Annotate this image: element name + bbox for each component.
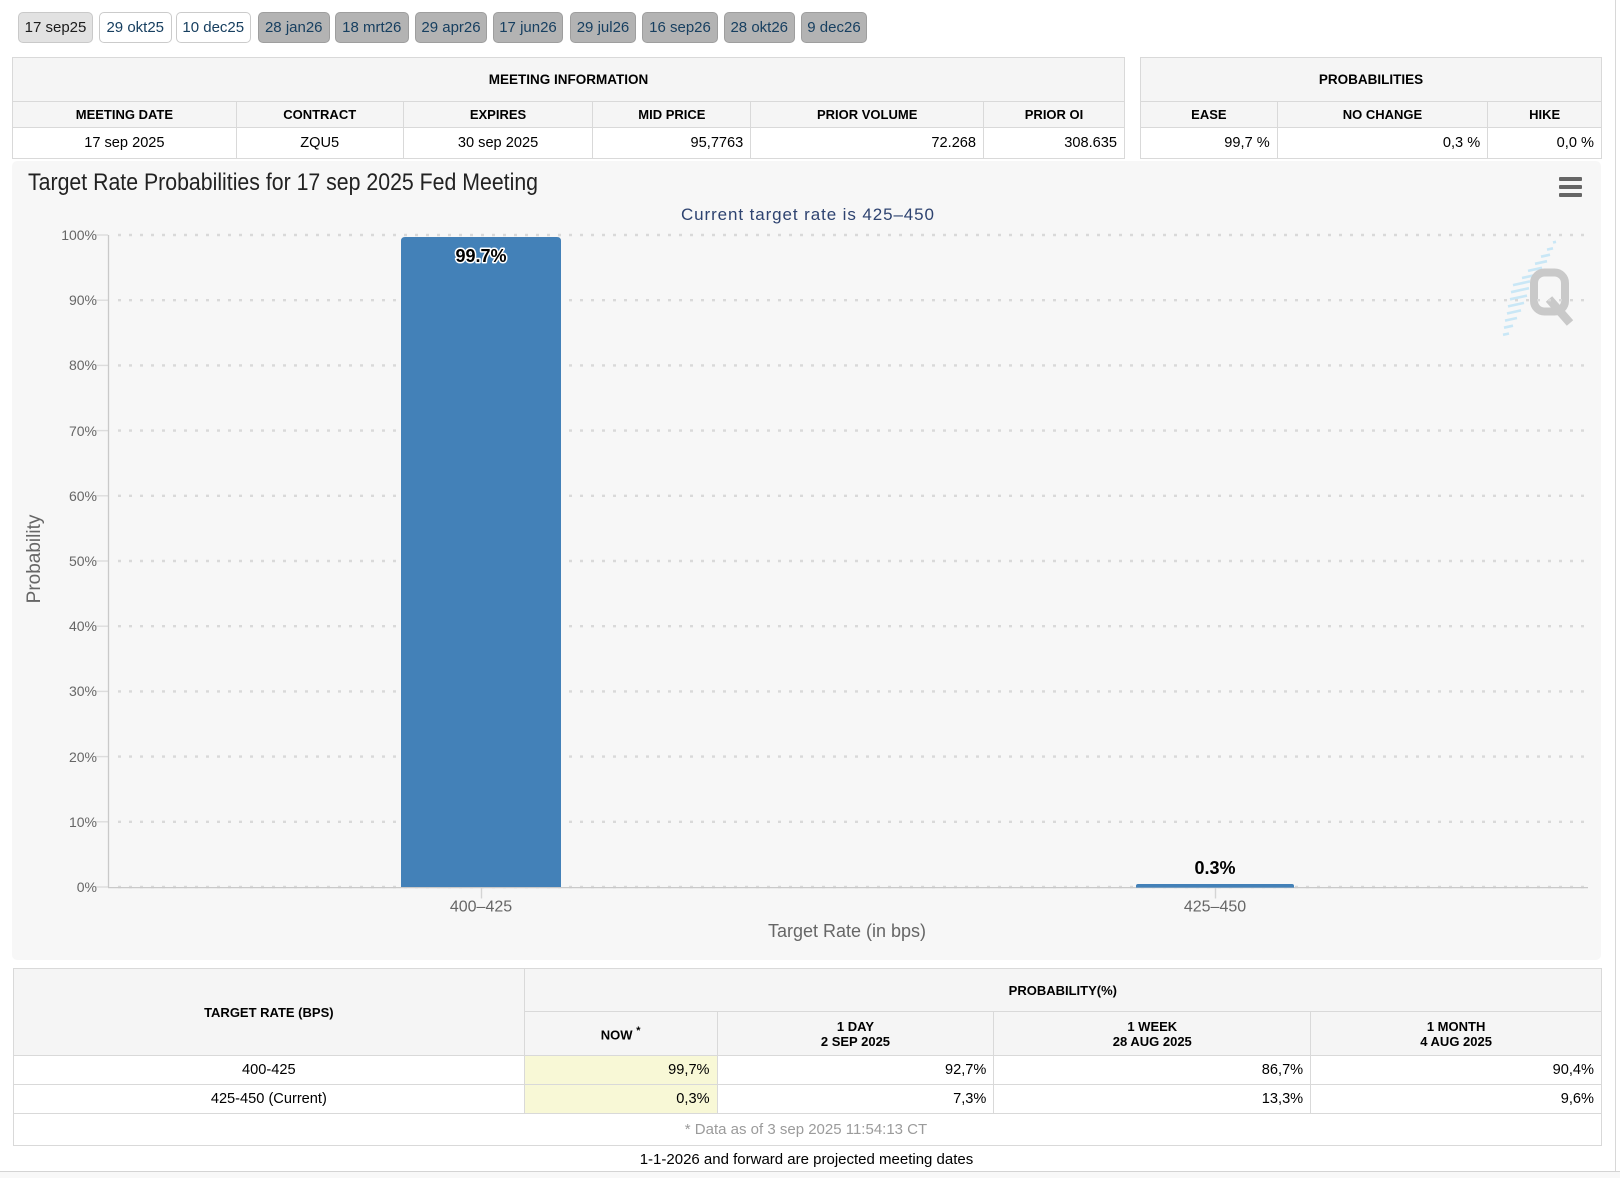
- svg-text:40%: 40%: [69, 618, 97, 634]
- svg-text:60%: 60%: [69, 488, 97, 504]
- svg-text:425–450: 425–450: [1184, 899, 1246, 916]
- svg-text:0.3%: 0.3%: [1194, 858, 1235, 878]
- svg-text:20%: 20%: [69, 749, 97, 765]
- svg-text:Probability: Probability: [24, 514, 45, 603]
- svg-text:Target Rate (in bps): Target Rate (in bps): [768, 921, 926, 941]
- svg-text:90%: 90%: [69, 292, 97, 308]
- svg-text:Current target rate is 425–450: Current target rate is 425–450: [681, 205, 934, 224]
- svg-text:100%: 100%: [61, 227, 97, 243]
- svg-text:10%: 10%: [69, 814, 97, 830]
- svg-text:99.7%: 99.7%: [455, 246, 506, 266]
- svg-text:Target Rate Probabilities for: Target Rate Probabilities for 17 sep 202…: [28, 169, 538, 196]
- svg-text:400–425: 400–425: [450, 899, 512, 916]
- svg-text:0%: 0%: [77, 879, 97, 895]
- svg-text:30%: 30%: [69, 683, 97, 699]
- svg-text:70%: 70%: [69, 423, 97, 439]
- svg-text:50%: 50%: [69, 553, 97, 569]
- svg-text:80%: 80%: [69, 357, 97, 373]
